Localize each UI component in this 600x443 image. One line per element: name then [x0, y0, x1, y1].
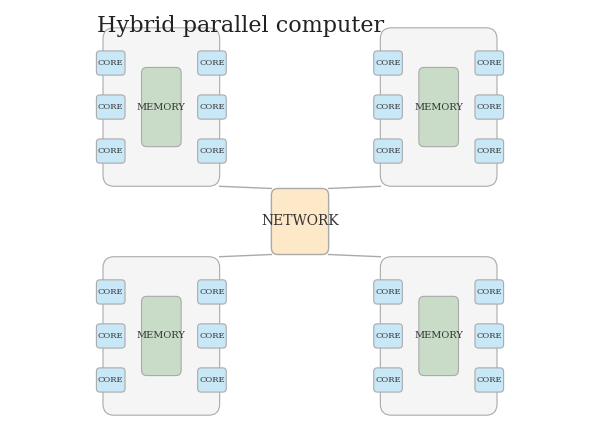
Text: CORE: CORE — [199, 288, 225, 296]
FancyBboxPatch shape — [197, 139, 226, 163]
FancyBboxPatch shape — [97, 139, 125, 163]
FancyBboxPatch shape — [374, 280, 403, 304]
FancyBboxPatch shape — [475, 324, 503, 348]
Text: MEMORY: MEMORY — [414, 331, 463, 341]
Text: CORE: CORE — [98, 147, 124, 155]
Text: CORE: CORE — [476, 103, 502, 111]
FancyBboxPatch shape — [97, 280, 125, 304]
FancyBboxPatch shape — [475, 51, 503, 75]
Text: CORE: CORE — [98, 288, 124, 296]
FancyBboxPatch shape — [97, 324, 125, 348]
Text: CORE: CORE — [98, 332, 124, 340]
FancyBboxPatch shape — [380, 256, 497, 415]
Text: CORE: CORE — [476, 332, 502, 340]
FancyBboxPatch shape — [374, 51, 403, 75]
FancyBboxPatch shape — [142, 67, 181, 147]
Text: CORE: CORE — [199, 376, 225, 384]
Text: MEMORY: MEMORY — [414, 102, 463, 112]
FancyBboxPatch shape — [97, 51, 125, 75]
FancyBboxPatch shape — [197, 95, 226, 119]
Text: CORE: CORE — [375, 376, 401, 384]
Text: CORE: CORE — [98, 59, 124, 67]
Text: CORE: CORE — [476, 288, 502, 296]
Text: CORE: CORE — [476, 59, 502, 67]
Text: CORE: CORE — [199, 59, 225, 67]
Text: CORE: CORE — [476, 376, 502, 384]
FancyBboxPatch shape — [103, 28, 220, 187]
FancyBboxPatch shape — [475, 368, 503, 392]
Text: CORE: CORE — [476, 147, 502, 155]
FancyBboxPatch shape — [475, 139, 503, 163]
Text: CORE: CORE — [199, 147, 225, 155]
Text: CORE: CORE — [375, 288, 401, 296]
FancyBboxPatch shape — [374, 324, 403, 348]
Text: CORE: CORE — [375, 103, 401, 111]
FancyBboxPatch shape — [97, 368, 125, 392]
FancyBboxPatch shape — [419, 296, 458, 376]
FancyBboxPatch shape — [197, 51, 226, 75]
FancyBboxPatch shape — [197, 324, 226, 348]
Text: CORE: CORE — [375, 332, 401, 340]
FancyBboxPatch shape — [97, 95, 125, 119]
Text: MEMORY: MEMORY — [137, 102, 186, 112]
FancyBboxPatch shape — [380, 28, 497, 187]
FancyBboxPatch shape — [271, 188, 329, 255]
FancyBboxPatch shape — [197, 368, 226, 392]
FancyBboxPatch shape — [374, 139, 403, 163]
FancyBboxPatch shape — [475, 95, 503, 119]
FancyBboxPatch shape — [103, 256, 220, 415]
FancyBboxPatch shape — [142, 296, 181, 376]
FancyBboxPatch shape — [475, 280, 503, 304]
FancyBboxPatch shape — [419, 67, 458, 147]
Text: CORE: CORE — [375, 147, 401, 155]
FancyBboxPatch shape — [374, 95, 403, 119]
FancyBboxPatch shape — [197, 280, 226, 304]
Text: Hybrid parallel computer: Hybrid parallel computer — [97, 15, 385, 37]
Text: CORE: CORE — [375, 59, 401, 67]
Text: CORE: CORE — [199, 103, 225, 111]
Text: MEMORY: MEMORY — [137, 331, 186, 341]
Text: CORE: CORE — [199, 332, 225, 340]
Text: CORE: CORE — [98, 376, 124, 384]
Text: NETWORK: NETWORK — [261, 214, 339, 229]
FancyBboxPatch shape — [374, 368, 403, 392]
Text: CORE: CORE — [98, 103, 124, 111]
